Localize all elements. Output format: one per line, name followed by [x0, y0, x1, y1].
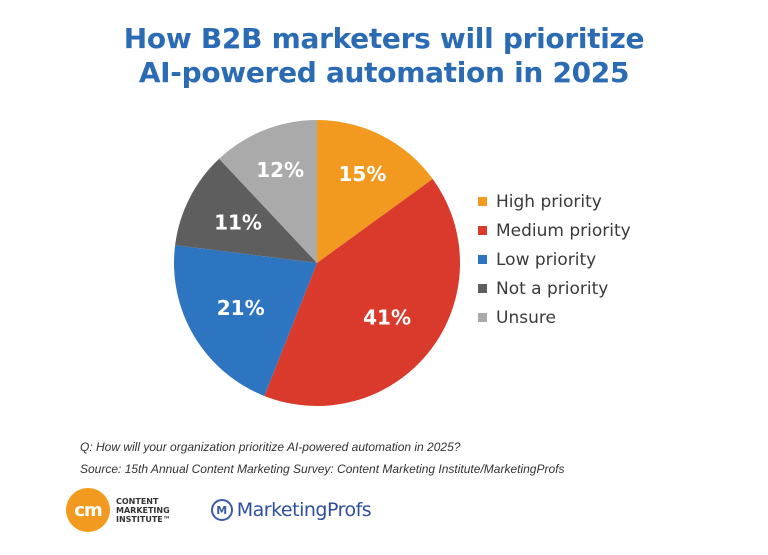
- logo-row: cm CONTENT MARKETING INSTITUTE™ M Market…: [66, 488, 371, 532]
- legend-swatch-medium-priority: [478, 226, 487, 235]
- pie-label-not-a-priority: 11%: [214, 211, 262, 235]
- cmi-logo-line-3: INSTITUTE™: [116, 515, 171, 524]
- marketingprofs-logo: M MarketingProfs: [211, 499, 371, 521]
- survey-question: Q: How will your organization prioritize…: [80, 436, 564, 458]
- legend-label-not-a-priority: Not a priority: [496, 279, 608, 299]
- marketingprofs-wordmark: MarketingProfs: [237, 499, 371, 521]
- chart-title-line-2: AI-powered automation in 2025: [0, 56, 768, 90]
- cmi-logo-line-1: CONTENT: [116, 497, 171, 506]
- legend-swatch-high-priority: [478, 197, 487, 206]
- source-note: Source: 15th Annual Content Marketing Su…: [80, 458, 564, 480]
- chart-legend: High priority Medium priority Low priori…: [478, 187, 631, 332]
- pie-label-unsure: 12%: [256, 158, 304, 182]
- pie-label-high-priority: 15%: [339, 162, 387, 186]
- pie-label-low-priority: 21%: [217, 296, 265, 320]
- legend-item-unsure: Unsure: [478, 303, 631, 332]
- legend-item-low-priority: Low priority: [478, 245, 631, 274]
- legend-swatch-low-priority: [478, 255, 487, 264]
- cmi-logo-line-2: MARKETING: [116, 506, 171, 515]
- legend-swatch-not-a-priority: [478, 284, 487, 293]
- marketingprofs-icon: M: [211, 499, 233, 521]
- cmi-logo-badge: cm: [66, 488, 110, 532]
- legend-item-medium-priority: Medium priority: [478, 216, 631, 245]
- chart-title-line-1: How B2B marketers will prioritize: [0, 22, 768, 56]
- pie-label-medium-priority: 41%: [363, 305, 411, 329]
- legend-swatch-unsure: [478, 313, 487, 322]
- chart-title: How B2B marketers will prioritize AI-pow…: [0, 22, 768, 90]
- legend-label-high-priority: High priority: [496, 192, 602, 212]
- cmi-logo-text: CONTENT MARKETING INSTITUTE™: [116, 497, 171, 524]
- pie-chart: 15% 41% 21% 11% 12%: [160, 112, 480, 417]
- legend-label-medium-priority: Medium priority: [496, 221, 631, 241]
- legend-label-low-priority: Low priority: [496, 250, 596, 270]
- legend-item-high-priority: High priority: [478, 187, 631, 216]
- legend-label-unsure: Unsure: [496, 308, 556, 328]
- legend-item-not-a-priority: Not a priority: [478, 274, 631, 303]
- chart-notes: Q: How will your organization prioritize…: [80, 436, 564, 480]
